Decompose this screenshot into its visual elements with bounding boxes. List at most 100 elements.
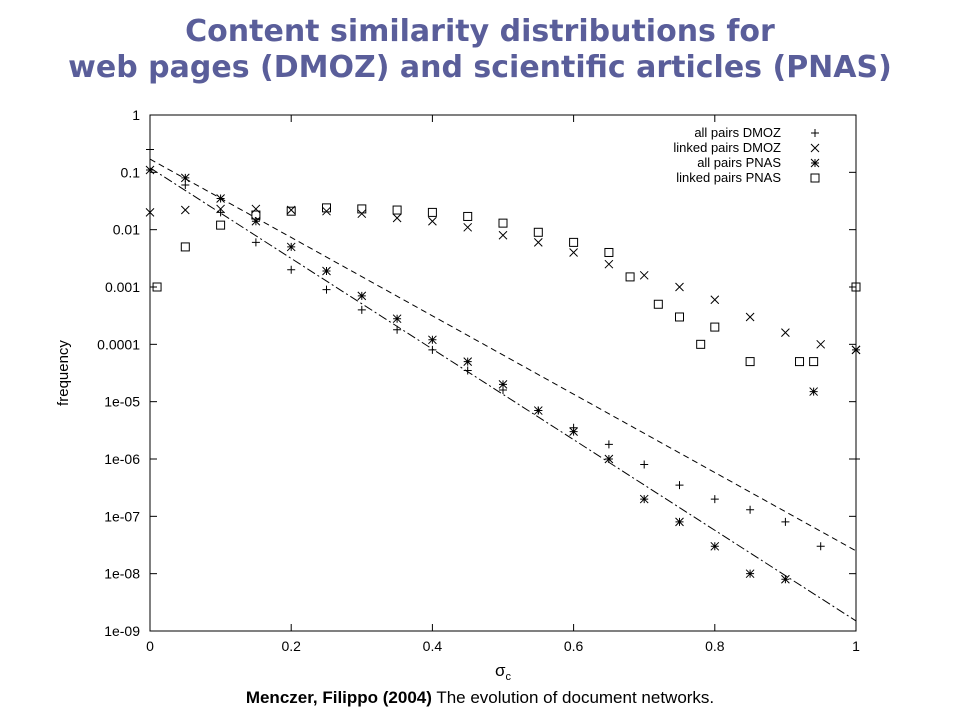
- data-point: [463, 366, 472, 375]
- data-point: [816, 339, 826, 349]
- cross-marker: [816, 339, 826, 349]
- data-point: [498, 380, 508, 389]
- data-point: [533, 406, 543, 415]
- data-point: [625, 272, 635, 282]
- cross-marker: [145, 208, 155, 217]
- cross-marker: [392, 213, 402, 223]
- x-tick-label: 0.4: [423, 638, 443, 654]
- y-tick-label: 1e-06: [104, 451, 140, 467]
- plus-marker: [710, 495, 719, 504]
- series-linked-pairs-dmoz: [145, 204, 861, 355]
- square-marker: [795, 357, 805, 367]
- data-point: [216, 194, 225, 203]
- star-marker: [533, 406, 543, 415]
- cross-marker: [745, 312, 755, 322]
- data-point: [251, 216, 261, 226]
- data-point: [653, 299, 663, 309]
- star-marker: [428, 335, 437, 345]
- data-point: [498, 218, 508, 228]
- data-point: [604, 259, 614, 269]
- data-point: [809, 357, 819, 367]
- square-marker: [286, 206, 296, 216]
- x-tick-label: 0.8: [705, 638, 725, 654]
- data-point: [251, 204, 261, 214]
- data-point: [746, 505, 755, 514]
- star-marker: [569, 427, 578, 436]
- data-point: [781, 328, 790, 337]
- star-marker: [463, 357, 473, 366]
- square-marker: [675, 312, 684, 322]
- plus-marker: [811, 129, 819, 137]
- square-marker: [810, 173, 820, 183]
- similarity-distribution-chart: 0 0.2 0.4 0.6 0.8 1 1 0.1 0.01 0.001 0.0001 1e-05 1e…: [55, 107, 861, 683]
- cross-marker: [216, 204, 225, 214]
- square-marker: [357, 204, 367, 214]
- star-marker: [322, 266, 331, 276]
- data-point: [710, 495, 719, 504]
- data-point: [216, 208, 225, 217]
- plus-marker: [216, 208, 225, 217]
- caption-work: The evolution of document networks.: [431, 688, 715, 707]
- citation-caption: Menczer, Filippo (2004) The evolution of…: [0, 688, 960, 708]
- plus-marker: [852, 455, 860, 463]
- data-point: [428, 345, 437, 354]
- data-point: [287, 265, 296, 274]
- data-point: [322, 203, 331, 213]
- x-tick-label: 1: [852, 638, 860, 654]
- data-point: [710, 295, 720, 305]
- cross-marker: [357, 209, 367, 219]
- data-point: [146, 145, 154, 154]
- data-point: [569, 237, 579, 247]
- y-tick-label: 1e-08: [104, 566, 140, 582]
- star-marker: [216, 194, 225, 203]
- cross-marker: [781, 328, 790, 337]
- data-point: [392, 205, 402, 215]
- data-point: [795, 357, 805, 367]
- data-point: [809, 387, 818, 396]
- cross-marker: [428, 216, 437, 226]
- square-marker: [322, 203, 331, 213]
- y-tick-label: 1e-05: [104, 394, 140, 410]
- star-marker: [604, 454, 614, 464]
- star-marker: [851, 345, 861, 355]
- square-marker: [463, 211, 473, 221]
- legend-label: linked pairs PNAS: [676, 170, 781, 185]
- square-marker: [809, 357, 819, 367]
- square-marker: [392, 205, 402, 215]
- square-marker: [251, 210, 261, 220]
- plus-marker: [640, 460, 649, 469]
- plus-marker: [463, 366, 472, 375]
- square-marker: [569, 237, 579, 247]
- cross-marker: [463, 222, 473, 232]
- data-point: [181, 181, 190, 190]
- y-axis-label: frequency: [55, 340, 72, 406]
- data-point: [745, 312, 755, 322]
- legend-marker: [810, 158, 820, 168]
- data-point: [851, 282, 861, 292]
- data-point: [428, 216, 437, 226]
- star-marker: [675, 517, 684, 527]
- data-point: [640, 460, 649, 469]
- fit-lines: [149, 158, 857, 622]
- cross-marker: [604, 259, 614, 269]
- cross-marker: [533, 238, 543, 247]
- title-line-2: web pages (DMOZ) and scientific articles…: [68, 50, 892, 85]
- data-point: [604, 454, 614, 464]
- data-point: [392, 213, 402, 223]
- data-point: [357, 204, 367, 214]
- data-point: [816, 542, 825, 551]
- square-marker: [625, 272, 635, 282]
- data-point: [357, 291, 367, 301]
- star-marker: [286, 242, 296, 252]
- data-points: [145, 145, 861, 584]
- x-tick-label: 0.2: [281, 638, 301, 654]
- data-point: [180, 173, 190, 183]
- star-marker: [145, 165, 155, 175]
- cross-marker: [498, 230, 508, 240]
- data-point: [251, 210, 261, 220]
- cross-marker: [639, 270, 649, 280]
- data-point: [696, 339, 706, 349]
- plus-marker: [675, 481, 684, 490]
- data-point: [604, 440, 613, 449]
